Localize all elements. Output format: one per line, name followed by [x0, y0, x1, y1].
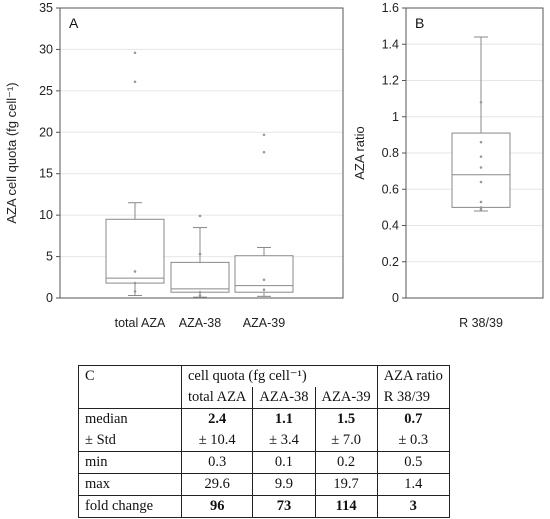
data-point — [479, 140, 483, 144]
table-cell: 0.1 — [252, 451, 316, 474]
chart-b: 0 0.2 0.4 0.6 0.8 1 1.2 1.4 1.6 AZA ratio B R 38/39 — [352, 1, 544, 330]
y-tick-label: 0.2 — [382, 255, 399, 269]
y-tick-label: 10 — [39, 208, 53, 222]
table-corner — [78, 387, 182, 409]
data-point — [479, 155, 483, 158]
table-cell: 9.9 — [252, 473, 316, 496]
y-tick-label: 1.2 — [382, 74, 399, 88]
box — [451, 132, 511, 208]
row-label: median — [78, 408, 182, 430]
table-row-std: ± Std ± 10.4 ± 3.4 ± 7.0 ± 0.3 — [78, 430, 450, 452]
data-point — [479, 166, 483, 169]
data-point — [262, 133, 266, 137]
data-point — [262, 288, 266, 292]
table-panel-letter: C — [78, 365, 182, 387]
data-point — [262, 150, 266, 154]
table-col-header: AZA-39 — [314, 387, 378, 409]
y-axis-label: AZA ratio — [352, 126, 367, 179]
y-tick-label: 1.4 — [382, 37, 399, 51]
table-col-header: total AZA — [180, 387, 254, 409]
row-label: ± Std — [78, 430, 182, 452]
summary-table: C cell quota (fg cell⁻¹) AZA ratio total… — [78, 365, 450, 518]
chart-a: 0 5 10 15 20 25 30 35 AZA cell quota (fg cell⁻¹)… — [4, 1, 344, 330]
box — [170, 261, 230, 293]
y-tick-label: 5 — [46, 250, 53, 264]
data-point — [133, 281, 137, 285]
table-col-header: AZA-38 — [252, 387, 316, 409]
data-point — [198, 252, 202, 256]
table-cell: ± 3.4 — [252, 430, 316, 452]
table-cell: 29.6 — [180, 473, 254, 496]
data-point — [479, 207, 483, 211]
x-category-label: AZA-38 — [179, 316, 221, 330]
table-cell: 1.5 — [314, 408, 378, 430]
panel-letter: A — [69, 15, 79, 31]
table-cell: 0.3 — [180, 451, 254, 474]
x-category-label: AZA-39 — [243, 316, 285, 330]
y-tick-label: 0 — [392, 291, 399, 305]
table-cell: 1.1 — [252, 408, 316, 430]
table-cell: 0.7 — [376, 408, 450, 430]
table-cell: ± 0.3 — [376, 430, 450, 452]
data-point — [133, 51, 137, 55]
y-tick-label: 1 — [392, 110, 399, 124]
data-point — [262, 278, 266, 282]
table-cell: 0.2 — [314, 451, 378, 474]
table-group-header: cell quota (fg cell⁻¹) — [181, 365, 378, 387]
data-point — [198, 294, 202, 297]
table-row-max: max 29.6 9.9 19.7 1.4 — [78, 473, 450, 496]
table-cell: 3 — [376, 495, 450, 518]
table-cell: 19.7 — [314, 473, 378, 496]
data-point — [133, 270, 137, 273]
y-tick-label: 20 — [39, 125, 53, 139]
y-axis-label: AZA cell quota (fg cell⁻¹) — [4, 82, 19, 223]
data-point — [479, 100, 483, 104]
table-ratio-header: AZA ratio — [376, 365, 450, 387]
row-label: max — [78, 473, 182, 496]
table-cell: 2.4 — [180, 408, 254, 430]
x-category-label: total AZA — [115, 316, 166, 330]
row-label: fold change — [78, 495, 182, 518]
y-tick-label: 0.8 — [382, 146, 399, 160]
y-tick-label: 1.6 — [382, 1, 399, 15]
table-cell: 1.4 — [376, 473, 450, 496]
y-tick-label: 0.4 — [382, 219, 399, 233]
table-cell: 114 — [314, 495, 378, 518]
y-tick-label: 0.6 — [382, 182, 399, 196]
table-cell: 0.5 — [376, 451, 450, 474]
data-point — [479, 180, 483, 184]
table-cell: 73 — [252, 495, 316, 518]
table-row-min: min 0.3 0.1 0.2 0.5 — [78, 451, 450, 474]
table-cell: ± 7.0 — [314, 430, 378, 452]
y-tick-label: 35 — [39, 1, 53, 15]
x-category-label: R 38/39 — [459, 316, 503, 330]
plot-frame — [59, 7, 344, 299]
data-point — [198, 214, 202, 218]
panel-letter: B — [415, 15, 424, 31]
data-point — [479, 206, 483, 209]
y-tick-label: 15 — [39, 167, 53, 181]
data-point — [479, 200, 483, 204]
y-tick-label: 30 — [39, 42, 53, 56]
data-point — [133, 80, 137, 84]
row-label: min — [78, 451, 182, 474]
y-tick-label: 0 — [46, 291, 53, 305]
data-point — [198, 290, 202, 294]
table-col-header: R 38/39 — [376, 387, 450, 409]
table-cell: ± 10.4 — [180, 430, 254, 452]
table-header-row-2: total AZA AZA-38 AZA-39 R 38/39 — [78, 387, 450, 409]
table-row-median: median 2.4 1.1 1.5 0.7 — [78, 408, 450, 430]
y-tick-label: 25 — [39, 84, 53, 98]
table-row-fold-change: fold change 96 73 114 3 — [78, 495, 450, 518]
data-point — [133, 290, 137, 293]
table-header-row-1: C cell quota (fg cell⁻¹) AZA ratio — [78, 365, 450, 387]
box — [234, 255, 294, 293]
box — [105, 218, 165, 284]
table-cell: 96 — [180, 495, 254, 518]
